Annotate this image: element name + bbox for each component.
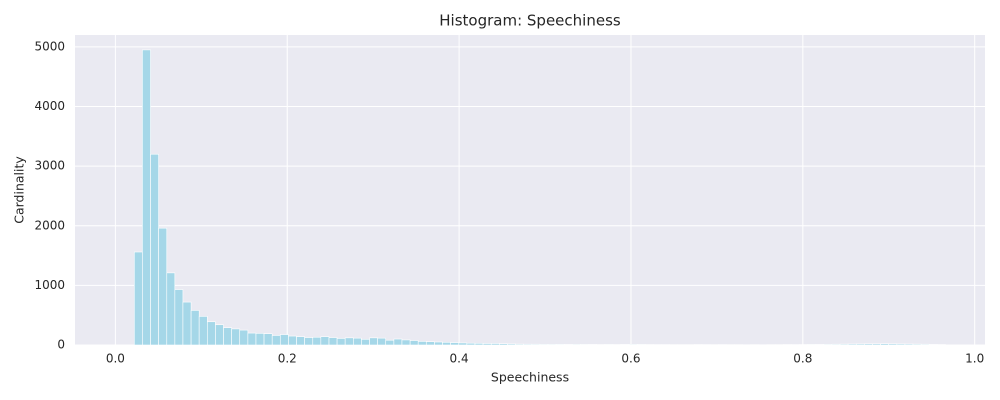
bar xyxy=(442,342,451,346)
bar xyxy=(539,343,549,346)
y-axis-label: Cardinality xyxy=(12,156,27,224)
y-tick-label: 3000 xyxy=(34,159,65,173)
bar xyxy=(466,342,476,346)
bar xyxy=(190,310,200,346)
bar xyxy=(458,342,468,346)
bar xyxy=(807,344,817,346)
plot-area xyxy=(75,35,985,345)
bar xyxy=(872,343,881,346)
bar xyxy=(482,343,492,346)
bar xyxy=(231,328,241,346)
bar xyxy=(353,337,362,346)
bar xyxy=(572,343,581,346)
bar xyxy=(150,153,159,346)
bar xyxy=(507,343,516,346)
bar xyxy=(434,341,443,346)
bar xyxy=(855,343,865,346)
chart-title: Histogram: Speechiness xyxy=(439,12,621,30)
bar xyxy=(450,342,460,346)
bar xyxy=(499,343,508,346)
bar xyxy=(271,335,281,346)
bar xyxy=(336,338,346,346)
bar xyxy=(490,343,500,346)
bar xyxy=(255,333,265,346)
bar xyxy=(425,341,435,346)
bar xyxy=(815,344,825,346)
bar xyxy=(393,338,403,346)
bar xyxy=(320,336,330,346)
bar xyxy=(312,336,322,346)
bar xyxy=(823,343,833,346)
bar xyxy=(896,343,906,346)
y-tick-label: 0 xyxy=(57,338,65,352)
bar xyxy=(328,337,338,346)
bar xyxy=(296,336,305,346)
bar xyxy=(158,227,168,346)
bar xyxy=(928,344,938,346)
bar xyxy=(344,337,354,346)
bar xyxy=(847,343,857,346)
bar xyxy=(377,337,387,346)
bar xyxy=(515,343,524,346)
bar xyxy=(920,343,930,346)
bar xyxy=(912,343,922,346)
bar xyxy=(133,251,143,346)
bar xyxy=(215,324,224,346)
x-tick-label: 0.0 xyxy=(106,352,125,366)
bar xyxy=(904,343,914,346)
bar xyxy=(247,332,257,346)
bar xyxy=(547,343,557,346)
bar xyxy=(263,333,273,346)
bar xyxy=(288,335,297,346)
bar xyxy=(474,343,484,346)
x-tick-label: 0.8 xyxy=(793,352,812,366)
x-tick-label: 0.2 xyxy=(278,352,297,366)
bar xyxy=(636,344,646,346)
bar xyxy=(839,343,849,346)
y-tick-label: 4000 xyxy=(34,99,65,113)
bar xyxy=(369,337,378,346)
bar xyxy=(166,272,176,346)
bar xyxy=(223,327,232,346)
bar xyxy=(409,340,419,346)
x-tick-label: 0.6 xyxy=(621,352,640,366)
bar xyxy=(142,49,151,346)
bar xyxy=(880,343,889,346)
bar xyxy=(628,343,638,346)
bar xyxy=(888,343,898,346)
y-tick-label: 1000 xyxy=(34,278,65,292)
bar xyxy=(523,343,533,346)
bar xyxy=(182,301,192,346)
bar xyxy=(198,316,208,346)
x-tick-label: 0.4 xyxy=(450,352,469,366)
bar xyxy=(831,343,841,346)
bar xyxy=(239,329,249,346)
bar xyxy=(620,344,630,346)
bar xyxy=(385,339,395,346)
bar xyxy=(207,321,216,346)
bar xyxy=(401,339,411,346)
y-tick-label: 5000 xyxy=(34,39,65,53)
bar xyxy=(563,344,573,346)
bar xyxy=(304,337,314,346)
x-tick-label: 1.0 xyxy=(965,352,984,366)
y-tick-label: 2000 xyxy=(34,218,65,232)
bar xyxy=(580,344,589,346)
bar xyxy=(588,344,597,346)
bar xyxy=(864,343,873,346)
bar xyxy=(361,339,370,346)
bar xyxy=(417,341,427,346)
bar xyxy=(279,334,289,346)
bar xyxy=(604,344,614,346)
x-axis-label: Speechiness xyxy=(491,370,569,385)
bar xyxy=(531,343,541,346)
bar xyxy=(174,289,184,346)
bar xyxy=(555,344,565,346)
